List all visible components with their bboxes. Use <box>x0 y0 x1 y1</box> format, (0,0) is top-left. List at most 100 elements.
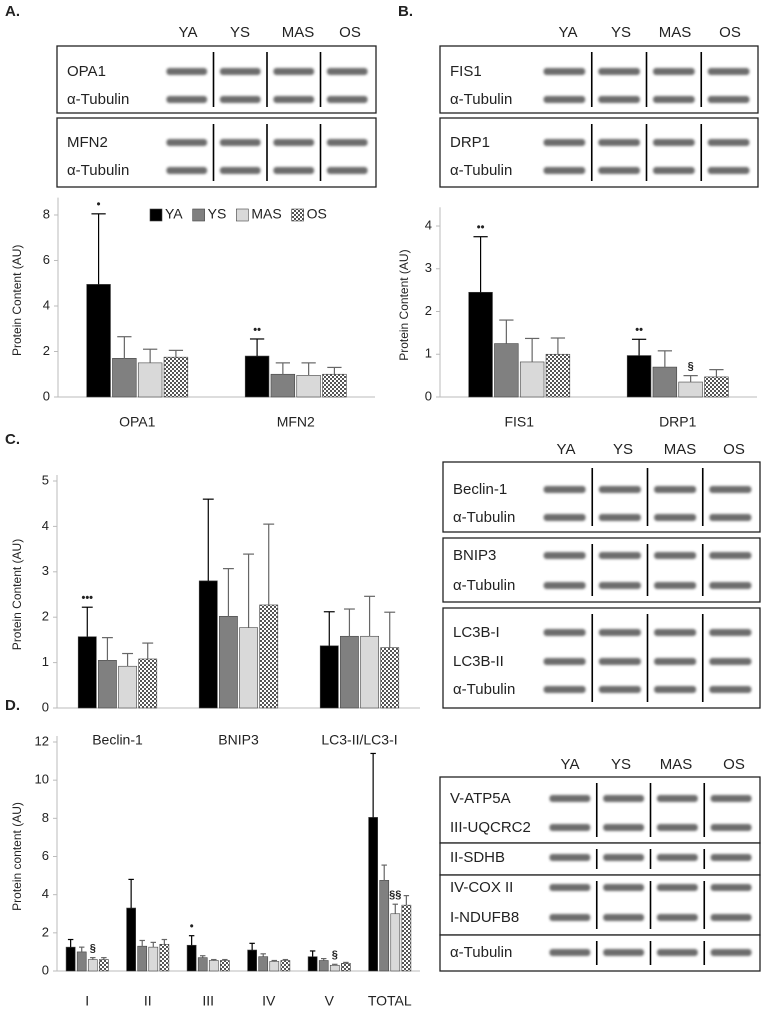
bar <box>148 946 159 972</box>
bar <box>318 960 329 972</box>
error-bar <box>249 338 265 357</box>
bar <box>626 355 652 398</box>
error-bar <box>161 938 168 945</box>
blot-band <box>598 582 641 589</box>
blot-band <box>598 139 640 146</box>
blot-column-label: MAS <box>282 24 315 41</box>
bar <box>159 943 170 972</box>
blot-box <box>442 537 761 603</box>
blot-band <box>654 582 697 589</box>
blot-band <box>656 884 698 891</box>
blot-row-label: OPA1 <box>67 63 106 80</box>
annotation: • <box>97 199 101 211</box>
blot-band <box>653 68 695 75</box>
blot-band <box>549 949 591 956</box>
blot-column-label: YS <box>230 24 250 41</box>
blot-band <box>326 68 368 75</box>
error-bar <box>101 957 107 960</box>
x-tick-label: III <box>202 993 214 1009</box>
bar <box>340 635 359 709</box>
bar <box>198 580 218 709</box>
blot-band <box>598 486 641 493</box>
blot-band <box>273 68 315 75</box>
annotation: § <box>688 361 694 373</box>
bar <box>112 358 137 398</box>
bar <box>259 604 279 709</box>
blot-row-label: MFN2 <box>67 134 108 151</box>
bar <box>137 945 148 972</box>
blot-band <box>710 854 752 861</box>
error-bar <box>143 348 158 363</box>
blot-band <box>709 514 752 521</box>
error-bar <box>525 337 540 362</box>
blot-band <box>219 139 261 146</box>
error-bar <box>323 611 335 646</box>
error-bar <box>101 637 113 661</box>
bar <box>545 353 571 398</box>
annotation: §§ <box>389 889 401 901</box>
panel-label: B. <box>398 3 413 20</box>
bar <box>163 356 189 398</box>
blot-band <box>598 167 640 174</box>
blot-band <box>598 552 641 559</box>
blot-band <box>549 795 591 802</box>
y-tick-label: 1 <box>425 346 432 361</box>
blot-band <box>598 68 640 75</box>
blot-band <box>656 795 698 802</box>
error-bar <box>222 958 228 961</box>
error-bar <box>343 608 355 637</box>
bar <box>65 946 76 972</box>
error-bar <box>168 349 184 358</box>
y-tick-label: 8 <box>42 810 49 825</box>
bar <box>341 963 351 972</box>
error-bar <box>370 752 376 818</box>
bar <box>219 615 238 709</box>
blot-column-label: YS <box>611 24 631 41</box>
blot-band <box>219 68 261 75</box>
blot-row-label: V-ATP5A <box>450 790 511 807</box>
legend-swatch <box>236 208 249 222</box>
blot-band <box>543 582 586 589</box>
blot-band <box>543 96 586 103</box>
legend-swatch <box>192 208 205 222</box>
error-bar <box>202 498 214 581</box>
bar <box>329 964 340 972</box>
bar <box>118 665 137 709</box>
y-axis-label: Protein Content (AU) <box>397 249 411 360</box>
bar <box>360 635 379 709</box>
blot-band <box>273 96 315 103</box>
blot-band <box>543 486 586 493</box>
error-bar <box>301 362 316 376</box>
error-bar <box>657 350 672 368</box>
error-bar <box>381 864 387 881</box>
blot-row-label: α-Tubulin <box>67 162 129 179</box>
bar <box>307 956 318 972</box>
blot-band <box>543 68 586 75</box>
error-bar <box>67 938 74 948</box>
legend-label: YS <box>208 206 227 222</box>
blot-row-label: α-Tubulin <box>450 91 512 108</box>
blot-band <box>603 884 645 891</box>
blot-row-label: α-Tubulin <box>450 162 512 179</box>
blot-row-label: III-UQCRC2 <box>450 819 531 836</box>
blot-column-label: OS <box>723 756 745 773</box>
y-tick-label: 4 <box>42 518 49 533</box>
bar <box>247 949 257 972</box>
blot-row-label: LC3B-II <box>453 653 504 670</box>
blot-column-label: OS <box>719 24 741 41</box>
bar <box>468 291 493 398</box>
bar <box>704 376 729 398</box>
error-bar <box>211 958 217 961</box>
annotation: § <box>90 943 96 955</box>
bar <box>197 957 208 972</box>
y-tick-label: 1 <box>42 654 49 669</box>
blot-band <box>273 139 315 146</box>
bar <box>280 960 291 972</box>
y-axis-label: Protein Content (AU) <box>10 539 24 650</box>
blot-band <box>707 167 750 174</box>
bar <box>208 960 219 972</box>
error-bar <box>343 961 349 964</box>
error-bar <box>392 903 399 914</box>
blot-column-label: YA <box>561 756 580 773</box>
